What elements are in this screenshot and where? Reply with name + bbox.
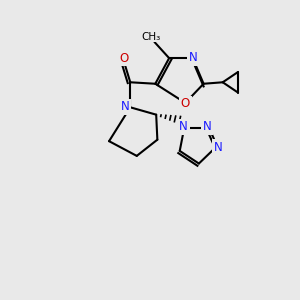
Text: CH₃: CH₃	[142, 32, 161, 42]
Text: N: N	[189, 51, 197, 64]
Text: O: O	[181, 97, 190, 110]
Text: N: N	[121, 100, 129, 113]
Text: N: N	[214, 141, 222, 154]
Text: N: N	[179, 120, 188, 133]
Text: O: O	[119, 52, 128, 64]
Text: N: N	[202, 120, 211, 133]
